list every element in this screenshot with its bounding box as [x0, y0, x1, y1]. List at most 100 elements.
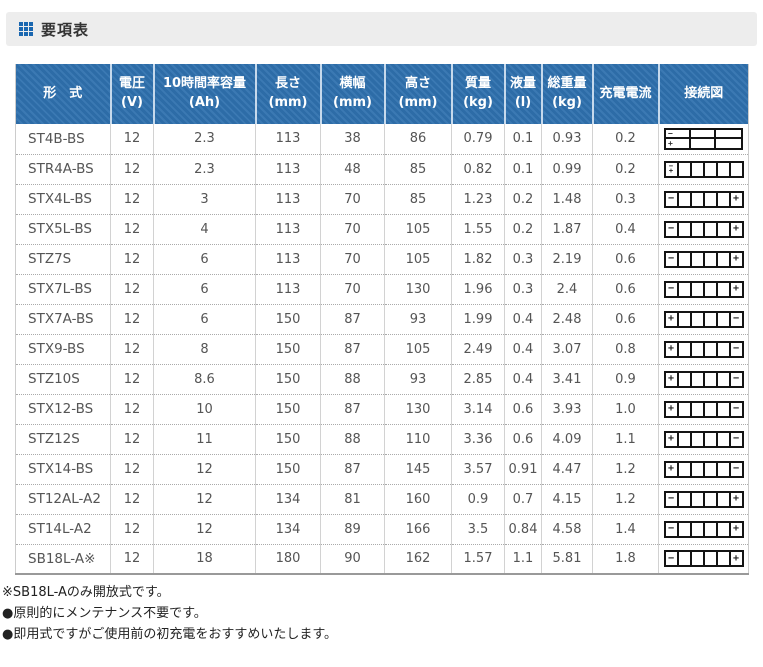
model-cell: ST12AL-A2 — [15, 484, 111, 515]
connection-diagram: − + — [663, 280, 744, 298]
battery-cell — [718, 342, 731, 356]
length-cell: 113 — [255, 274, 321, 305]
liquid-cell: 0.3 — [504, 244, 542, 275]
voltage-cell: 12 — [110, 304, 154, 335]
total_weight-cell: 1.87 — [541, 214, 593, 245]
capacity-cell: 12 — [153, 454, 256, 485]
length-cell: 134 — [255, 484, 321, 515]
model-cell: STX4L-BS — [15, 184, 111, 215]
battery-cell — [692, 222, 705, 236]
width-cell: 89 — [320, 514, 385, 545]
table-row: STX14-BS 12 12 150 87 145 3.57 0.91 4.47 1.2 + − — [15, 454, 749, 485]
width-cell: 88 — [320, 364, 385, 395]
battery-cell — [679, 162, 692, 176]
capacity-cell: 4 — [153, 214, 256, 245]
footnote: ●即用式ですがご使用前の初充電をおすすめいたします。 — [2, 626, 338, 642]
total_weight-cell: 4.47 — [541, 454, 593, 485]
battery-cell — [718, 462, 731, 476]
liquid-cell: 0.1 — [504, 124, 542, 155]
battery-cell — [731, 163, 742, 176]
battery-cell — [705, 282, 718, 296]
terminal-plus: + — [732, 283, 740, 294]
battery-cell — [718, 162, 731, 176]
battery-cell — [718, 282, 731, 296]
terminal-plus: + — [666, 342, 679, 356]
connection-diagram: + − — [663, 460, 744, 478]
voltage-cell: 12 — [110, 274, 154, 305]
diagram-cell: − + — [658, 244, 749, 275]
model-cell: STX7A-BS — [15, 304, 111, 335]
battery-cell — [692, 372, 705, 386]
height-cell: 86 — [384, 124, 452, 155]
terminal-minus: − — [732, 403, 740, 414]
table-row: STX5L-BS 12 4 113 70 105 1.55 0.2 1.87 0.4− + — [15, 214, 749, 245]
model-cell: ST14L-A2 — [15, 514, 111, 545]
charge_current-cell: 1.2 — [592, 454, 659, 485]
voltage-cell: 12 — [110, 514, 154, 545]
width-cell: 87 — [320, 454, 385, 485]
column-header-charge_current: 充電電流 — [592, 64, 660, 124]
terminal-minus: − — [732, 433, 740, 444]
charge_current-cell: 1.0 — [592, 394, 659, 425]
terminal-plus: + — [732, 552, 740, 564]
model-cell: SB18L-A※ — [15, 544, 111, 575]
length-cell: 150 — [255, 424, 321, 455]
battery-cell — [705, 192, 718, 206]
battery-cell — [705, 222, 718, 236]
connection-diagram: + − — [663, 400, 744, 418]
terminal-minus: − — [732, 463, 740, 474]
mass-cell: 3.14 — [451, 394, 505, 425]
battery-cell — [679, 372, 692, 386]
height-cell: 105 — [384, 334, 452, 365]
mass-cell: 2.49 — [451, 334, 505, 365]
table-row: STZ10S 12 8.6 150 88 93 2.85 0.4 3.41 0.9 + − — [15, 364, 749, 395]
terminal-plus: + — [666, 462, 679, 476]
height-cell: 160 — [384, 484, 452, 515]
height-cell: 93 — [384, 364, 452, 395]
diagram-cell: − + — [658, 514, 749, 545]
connection-diagram: − + — [663, 190, 744, 208]
mass-cell: 1.99 — [451, 304, 505, 335]
battery-cell — [705, 372, 718, 386]
mass-cell: 3.57 — [451, 454, 505, 485]
charge_current-cell: 0.6 — [592, 274, 659, 305]
width-cell: 70 — [320, 184, 385, 215]
terminal-plus: + — [666, 138, 691, 148]
column-header-height: 高さ (mm) — [384, 64, 453, 124]
mass-cell: 3.5 — [451, 514, 505, 545]
diagram-cell: − + — [658, 154, 749, 185]
connection-diagram: + − — [663, 430, 744, 448]
charge_current-cell: 0.2 — [592, 154, 659, 185]
battery-cell — [705, 252, 718, 266]
liquid-cell: 0.3 — [504, 274, 542, 305]
column-header-capacity: 10時間率容量 (Ah) — [153, 64, 257, 124]
battery-cell — [692, 162, 705, 176]
total_weight-cell: 4.09 — [541, 424, 593, 455]
column-header-voltage: 電圧 (V) — [110, 64, 155, 124]
connection-diagram: + − — [663, 370, 744, 388]
voltage-cell: 12 — [110, 244, 154, 275]
spec-table: 形 式電圧 (V) 10時間率容量 (Ah) 長さ (mm) 横幅 (mm) 高さ (mm) 質量(… — [15, 64, 749, 575]
mass-cell: 1.82 — [451, 244, 505, 275]
battery-cell — [705, 492, 718, 506]
diagram-cell: + − — [658, 334, 749, 365]
battery-cell — [705, 402, 718, 416]
footnotes: ※SB18L-Aのみ開放式です。 ●原則的にメンテナンス不要です。 ●即用式ですがご… — [2, 583, 763, 645]
battery-cell — [692, 552, 705, 566]
height-cell: 93 — [384, 304, 452, 335]
connection-diagram: + − — [663, 310, 744, 328]
column-header-liquid: 液量 (l) — [504, 64, 543, 124]
grid-icon — [19, 22, 33, 36]
terminal-plus: + — [666, 312, 679, 326]
battery-cell — [718, 312, 731, 326]
table-row: STZ7S 12 6 113 70 105 1.82 0.3 2.19 0.6− + — [15, 244, 749, 275]
battery-cell — [718, 372, 731, 386]
liquid-cell: 0.6 — [504, 424, 542, 455]
footnote: ●原則的にメンテナンス不要です。 — [2, 605, 207, 621]
terminal-minus: − — [666, 492, 679, 506]
total_weight-cell: 4.15 — [541, 484, 593, 515]
table-row: ST4B-BS 12 2.3 113 38 86 0.79 0.1 0.93 0.2− + — [15, 124, 749, 155]
diagram-cell: − + — [658, 214, 749, 245]
footnote: ※SB18L-Aのみ開放式です。 — [2, 585, 170, 600]
model-cell: STX14-BS — [15, 454, 111, 485]
